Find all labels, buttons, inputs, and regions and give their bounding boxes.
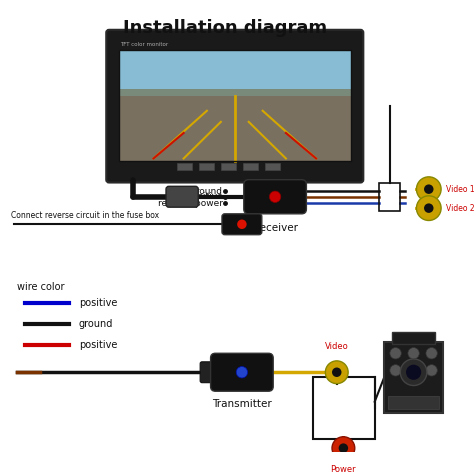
Bar	[221, 163, 236, 170]
Circle shape	[332, 367, 341, 377]
Text: ground: ground	[79, 319, 113, 329]
FancyBboxPatch shape	[166, 186, 198, 207]
Text: positive: positive	[187, 192, 223, 201]
Circle shape	[390, 365, 401, 376]
Text: Transmitter: Transmitter	[212, 399, 272, 409]
Circle shape	[237, 219, 246, 229]
Bar	[118, 50, 351, 161]
Text: reverse power: reverse power	[158, 199, 223, 208]
Circle shape	[236, 366, 247, 378]
Text: positive: positive	[79, 298, 117, 308]
Bar	[118, 50, 351, 96]
Circle shape	[338, 443, 348, 453]
Bar	[243, 163, 258, 170]
Bar	[199, 163, 214, 170]
Bar	[388, 396, 439, 409]
Bar	[384, 342, 443, 413]
Circle shape	[426, 347, 438, 359]
Circle shape	[401, 359, 427, 385]
Text: TFT color monitor: TFT color monitor	[120, 42, 169, 47]
Circle shape	[417, 196, 441, 220]
FancyBboxPatch shape	[200, 362, 217, 383]
Bar	[177, 163, 192, 170]
Bar	[265, 163, 280, 170]
Text: Installation diagram: Installation diagram	[123, 19, 327, 37]
Circle shape	[424, 184, 434, 194]
FancyBboxPatch shape	[222, 214, 262, 235]
Text: positive: positive	[79, 340, 117, 350]
Text: Video 2: Video 2	[446, 204, 474, 213]
Circle shape	[269, 191, 281, 202]
Text: Video: Video	[325, 342, 349, 351]
Text: Video 1: Video 1	[446, 185, 474, 194]
Circle shape	[390, 347, 401, 359]
Bar	[380, 183, 401, 211]
FancyBboxPatch shape	[210, 353, 273, 391]
Circle shape	[426, 365, 438, 376]
Text: Connect reverse circuit in the fuse box: Connect reverse circuit in the fuse box	[11, 210, 160, 219]
Bar	[392, 332, 436, 344]
Bar	[118, 89, 351, 102]
Circle shape	[417, 177, 441, 201]
Text: Power: Power	[330, 465, 356, 474]
Circle shape	[325, 361, 348, 383]
Bar	[313, 377, 375, 438]
Circle shape	[408, 365, 419, 376]
Text: wire color: wire color	[17, 282, 64, 292]
FancyBboxPatch shape	[106, 30, 363, 182]
Circle shape	[332, 437, 355, 459]
Text: Receiver: Receiver	[253, 223, 298, 233]
Bar	[118, 96, 351, 161]
Circle shape	[406, 365, 421, 380]
Circle shape	[408, 347, 419, 359]
Text: ground: ground	[191, 187, 223, 196]
Circle shape	[424, 203, 434, 213]
FancyBboxPatch shape	[244, 180, 306, 214]
